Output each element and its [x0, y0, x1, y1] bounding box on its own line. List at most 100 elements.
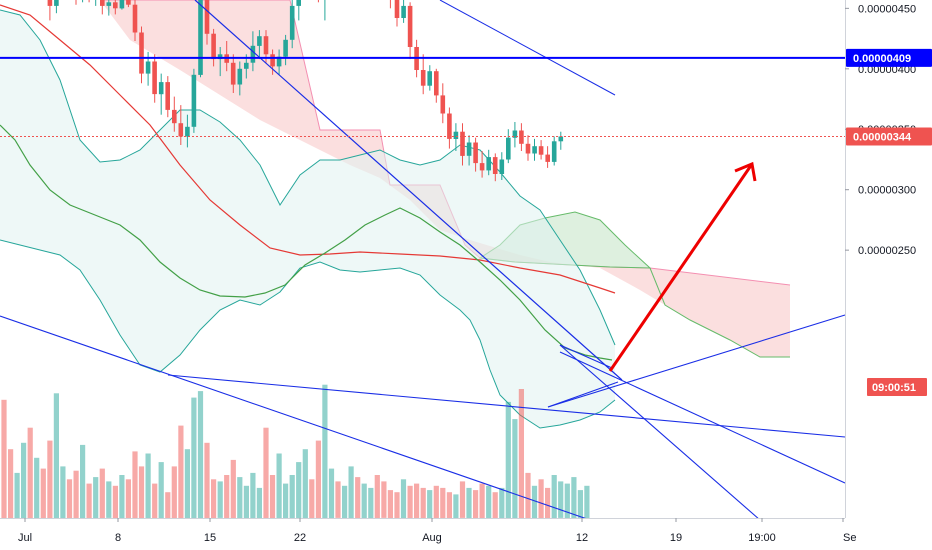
- volume-bar: [322, 384, 328, 518]
- candle-body: [486, 157, 491, 171]
- volume-bar: [125, 479, 131, 518]
- volume-bar: [545, 487, 551, 518]
- candle-body: [158, 82, 164, 95]
- volume-bar: [348, 466, 354, 518]
- volume-bar: [119, 475, 125, 518]
- trendline-wedge-bottom: [547, 381, 619, 408]
- volume-bar: [204, 442, 210, 519]
- candle-body: [119, 0, 125, 9]
- volume-bar: [499, 487, 505, 518]
- candle-body: [185, 126, 190, 137]
- volume-bar: [459, 481, 466, 518]
- candle-body: [492, 157, 498, 174]
- volume-bar: [518, 389, 524, 518]
- volume-bar: [217, 481, 223, 518]
- candles: [47, 0, 564, 182]
- volume-bar: [525, 472, 531, 518]
- volume-bar: [505, 401, 511, 518]
- volume-bar: [296, 462, 302, 518]
- volume-bar: [138, 466, 145, 518]
- candle-body: [479, 163, 485, 171]
- volume-bar: [407, 485, 413, 519]
- volume-bar: [335, 481, 341, 518]
- volume-bar: [342, 485, 348, 519]
- candle-body: [460, 131, 465, 156]
- candle-body: [263, 36, 269, 55]
- volume-bar: [564, 483, 570, 518]
- volume-bar: [197, 391, 204, 518]
- volume-bar: [106, 481, 112, 518]
- candle-body: [54, 0, 59, 6]
- candle-body: [237, 68, 243, 85]
- trendline-lower-fan: [0, 315, 591, 521]
- volume-bar: [551, 475, 557, 518]
- volume-bar: [368, 487, 374, 518]
- trendline-descending: [194, 0, 623, 381]
- volume-bar: [584, 485, 590, 519]
- volume-bar: [486, 485, 492, 519]
- volume-bar: [302, 449, 308, 518]
- price-level-badge: 0.00000409: [846, 48, 932, 67]
- volume-bar: [558, 481, 564, 518]
- volume-bar: [112, 485, 118, 519]
- candle-body: [532, 146, 537, 154]
- volume-bar: [309, 479, 315, 518]
- candle-body: [283, 39, 288, 57]
- candle-body: [447, 113, 452, 139]
- volume-bar: [40, 468, 46, 518]
- x-tick-label: 19:00: [748, 532, 776, 544]
- x-tick-label: 12: [576, 532, 588, 544]
- volume-bar: [276, 453, 282, 518]
- candle-body: [113, 2, 118, 9]
- countdown-badge: 09:00:51: [867, 378, 927, 396]
- volume-bar: [420, 487, 426, 518]
- volume-bar: [1, 399, 7, 519]
- x-tick-label: Jul: [18, 532, 32, 544]
- volume-bar: [283, 483, 289, 518]
- countdown-bg: [867, 378, 927, 396]
- candle-body: [270, 54, 275, 67]
- volume-bar: [93, 477, 99, 518]
- volume-bar: [414, 483, 420, 518]
- candle-body: [401, 5, 406, 19]
- volume-bars: [1, 384, 590, 519]
- candle-body: [558, 136, 564, 142]
- volume-bar: [27, 427, 33, 518]
- candle-body: [198, 0, 203, 75]
- volume-bar: [34, 457, 40, 518]
- cloud-bear-area: [100, 0, 790, 357]
- volume-bar: [328, 468, 335, 518]
- candle-body: [178, 123, 184, 137]
- volume-bar: [315, 440, 321, 518]
- candle-body: [420, 70, 426, 86]
- volume-bar: [473, 490, 479, 518]
- time-axis-background: [0, 518, 932, 550]
- candle-body: [126, 0, 131, 5]
- candle-body: [440, 95, 446, 114]
- ma-fast: [0, 124, 613, 361]
- volume-bar: [374, 475, 380, 518]
- volume-bar: [211, 479, 217, 518]
- volume-bar: [14, 472, 20, 518]
- volume-bar: [132, 451, 138, 519]
- candle-body: [139, 32, 144, 74]
- countdown-text: 09:00:51: [872, 382, 916, 394]
- volume-bar: [250, 472, 256, 518]
- candle-body: [427, 71, 432, 86]
- volume-bar: [145, 453, 151, 518]
- candle-body: [407, 5, 413, 47]
- volume-bar: [355, 477, 361, 518]
- price-axis: 0.000006000.000005500.000005000.00000450…: [845, 0, 932, 550]
- volume-bar: [361, 483, 367, 518]
- trendline-wedge-top: [559, 344, 613, 369]
- volume-bar: [21, 442, 27, 519]
- candle-body: [257, 36, 262, 46]
- candle-body: [466, 142, 472, 156]
- volume-bar: [381, 481, 387, 518]
- volume-bar: [224, 475, 230, 518]
- candle-body: [217, 54, 223, 60]
- time-axis: Jul 8 15 22 Aug 12 19 19:00 Se: [0, 518, 932, 550]
- volume-bar: [165, 492, 171, 518]
